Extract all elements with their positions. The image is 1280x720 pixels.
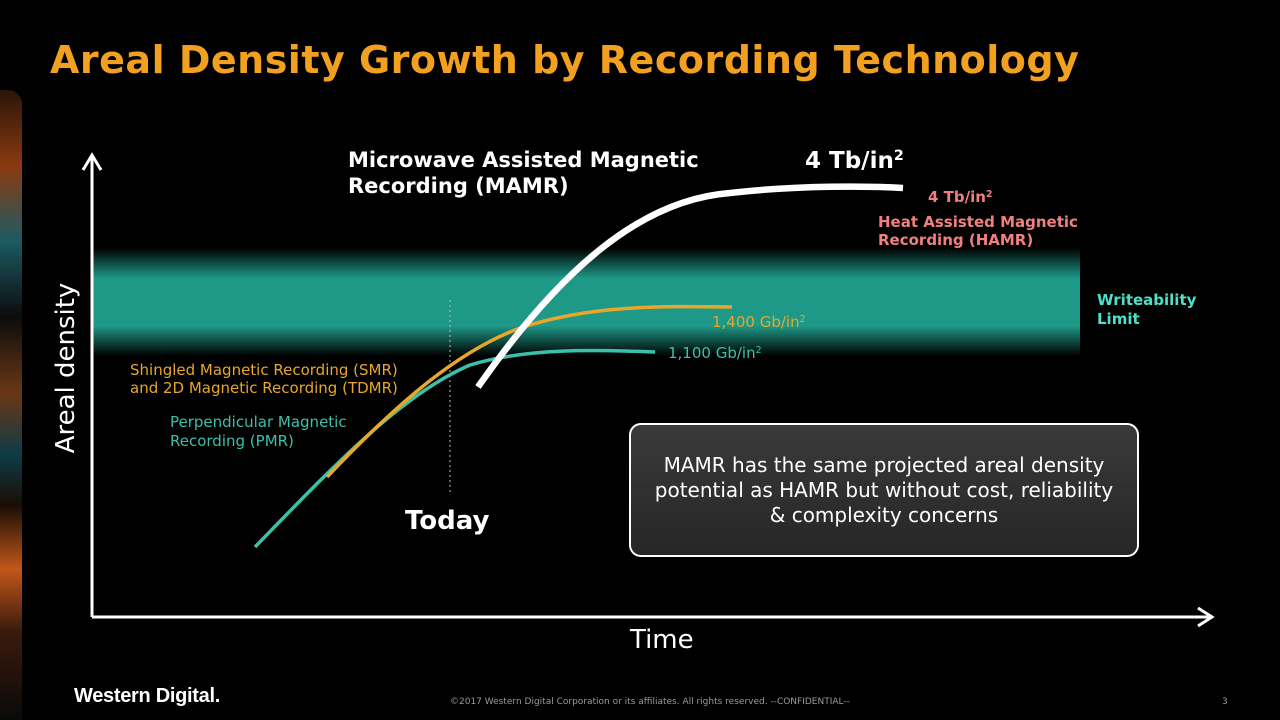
y-axis-label: Areal density bbox=[51, 282, 81, 454]
y-axis-arrow bbox=[81, 152, 103, 171]
callout-text: MAMR has the same projected areal densit… bbox=[654, 452, 1114, 527]
smr-end-value: 1,400 Gb/in2 bbox=[712, 313, 806, 331]
pmr-series-label: Perpendicular Magnetic Recording (PMR) bbox=[170, 413, 347, 450]
x-axis-label: Time bbox=[630, 625, 694, 655]
footer-copyright: ©2017 Western Digital Corporation or its… bbox=[450, 697, 850, 707]
writeability-limit-band bbox=[92, 248, 1080, 356]
decorative-side-art bbox=[0, 90, 22, 720]
callout-box: MAMR has the same projected areal densit… bbox=[629, 423, 1139, 557]
slide-title: Areal Density Growth by Recording Techno… bbox=[50, 38, 1080, 82]
pmr-end-value: 1,100 Gb/in2 bbox=[668, 344, 762, 362]
western-digital-logo: Western Digital. bbox=[74, 685, 220, 707]
today-label: Today bbox=[405, 506, 490, 536]
mamr-series-label: Microwave Assisted Magnetic Recording (M… bbox=[348, 148, 699, 198]
page-number: 3 bbox=[1222, 697, 1228, 707]
mamr-end-value: 4 Tb/in2 bbox=[805, 148, 904, 174]
writeability-limit-label: Writeability Limit bbox=[1097, 291, 1197, 328]
hamr-end-value: 4 Tb/in2 bbox=[928, 188, 993, 206]
smr-tdmr-series-label: Shingled Magnetic Recording (SMR) and 2D… bbox=[130, 361, 398, 397]
x-axis-arrow bbox=[1197, 606, 1215, 628]
series-line-mamr bbox=[475, 183, 904, 389]
hamr-series-label: Heat Assisted Magnetic Recording (HAMR) bbox=[878, 213, 1078, 249]
series-line-pmr bbox=[253, 348, 656, 549]
